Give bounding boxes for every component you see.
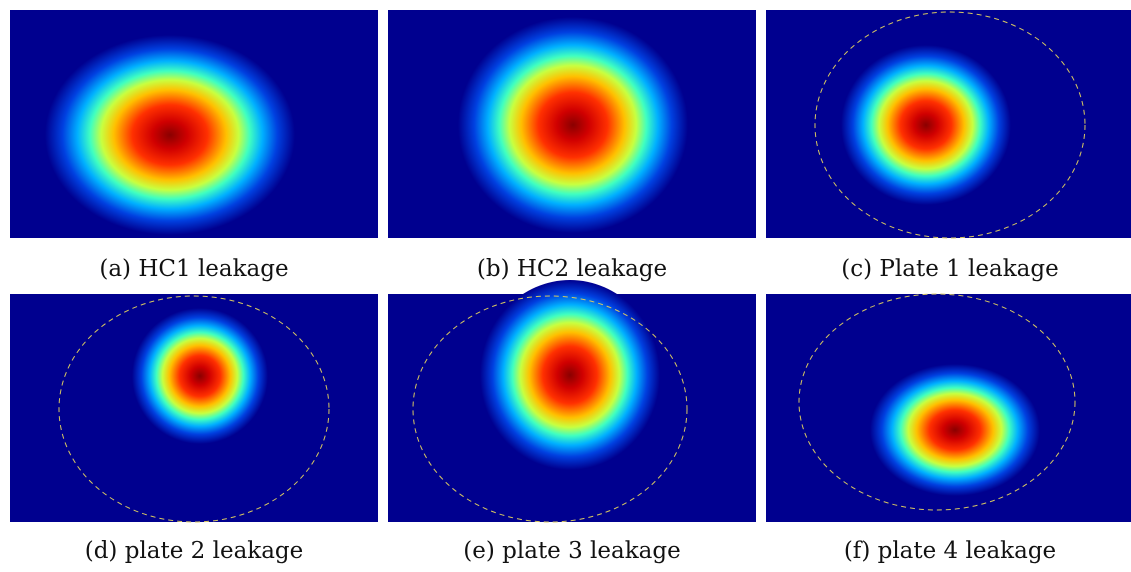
heatmap-spot [870, 364, 1040, 496]
panel [388, 280, 756, 522]
panel [766, 294, 1131, 522]
heatmap-spot [132, 308, 268, 444]
page: (a) HC1 leakage (b) HC2 leakage (c) Plate … [0, 0, 1131, 572]
caption: (a) HC1 leakage [99, 256, 288, 282]
heatmap-spot [480, 280, 660, 470]
panel [10, 10, 378, 238]
heatmap-spot [458, 17, 688, 233]
caption: (d) plate 2 leakage [85, 538, 304, 564]
figure: (a) HC1 leakage (b) HC2 leakage (c) Plate … [0, 0, 1131, 572]
caption: (b) HC2 leakage [477, 256, 667, 282]
caption: (e) plate 3 leakage [463, 538, 680, 564]
heatmap-spot [841, 45, 1011, 205]
caption: (c) Plate 1 leakage [841, 256, 1058, 282]
heatmap-spot [45, 35, 295, 235]
caption: (f) plate 4 leakage [844, 538, 1056, 564]
panel [10, 294, 378, 522]
panel [388, 10, 756, 238]
panel [766, 10, 1131, 238]
